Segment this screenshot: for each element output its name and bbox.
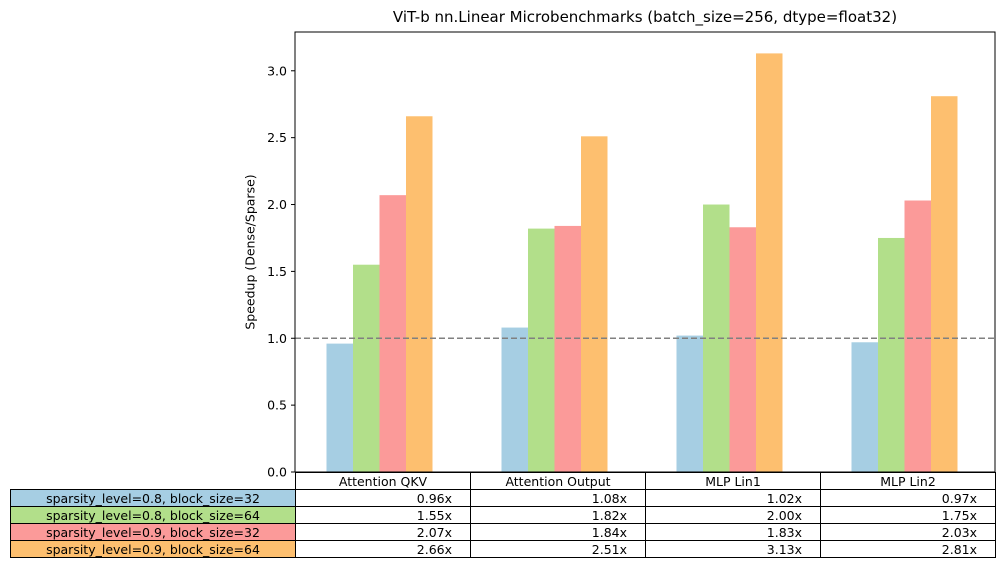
table-cell: 1.83x (645, 523, 821, 541)
bar (851, 342, 878, 472)
table-row: sparsity_level=0.8, block_size=64 1.55x 1.… (10, 506, 996, 524)
row-label: sparsity_level=0.8, block_size=32 (10, 489, 296, 507)
bar (554, 225, 581, 472)
table-cell: 2.66x (295, 540, 471, 558)
bar (729, 227, 756, 472)
table-cell: 2.00x (645, 506, 821, 524)
row-label: sparsity_level=0.9, block_size=64 (10, 540, 296, 558)
table-cell: 1.84x (470, 523, 646, 541)
bar (676, 335, 703, 472)
y-tick-label: 0.0 (267, 465, 287, 480)
data-table: Attention QKV Attention Output MLP Lin1 MLP… (10, 472, 996, 558)
table-cell: 2.51x (470, 540, 646, 558)
table-cell: 2.03x (820, 523, 996, 541)
row-label: sparsity_level=0.9, block_size=32 (10, 523, 296, 541)
bar (528, 228, 555, 472)
y-tick-label: 2.0 (267, 197, 287, 212)
table-row: sparsity_level=0.8, block_size=32 0.96x 1.… (10, 489, 996, 507)
column-header: MLP Lin2 (820, 472, 996, 490)
bar (353, 264, 380, 472)
table-cell: 0.97x (820, 489, 996, 507)
y-axis-label: Speedup (Dense/Sparse) (242, 174, 258, 330)
bar (581, 136, 608, 473)
chart-title: ViT-b nn.Linear Microbenchmarks (batch_s… (392, 8, 898, 26)
y-tick-label: 2.5 (267, 130, 287, 145)
table-row: sparsity_level=0.9, block_size=64 2.66x 2.… (10, 540, 996, 558)
table-cell: 0.96x (295, 489, 471, 507)
column-header: Attention QKV (295, 472, 471, 490)
column-header: MLP Lin1 (645, 472, 821, 490)
table-header-row: Attention QKV Attention Output MLP Lin1 MLP… (11, 472, 996, 490)
y-tick-label: 3.0 (267, 63, 287, 78)
table-cell: 3.13x (645, 540, 821, 558)
bar (878, 237, 905, 472)
table-cell: 1.75x (820, 506, 996, 524)
y-tick-label: 1.5 (267, 264, 287, 279)
table-cell: 1.02x (645, 489, 821, 507)
bar (756, 53, 783, 472)
table-corner (11, 473, 296, 490)
table-cell: 2.07x (295, 523, 471, 541)
table-cell: 2.81x (820, 540, 996, 558)
bar (326, 343, 353, 472)
bar (501, 327, 528, 472)
bar (904, 200, 931, 473)
y-tick-label: 0.5 (267, 398, 287, 413)
column-header: Attention Output (470, 472, 646, 490)
table-cell: 1.55x (295, 506, 471, 524)
bar (379, 195, 406, 473)
bar (703, 204, 730, 472)
table-row: sparsity_level=0.9, block_size=32 2.07x 1.… (10, 523, 996, 541)
bar (931, 96, 958, 473)
bar (406, 116, 433, 473)
y-tick-label: 1.0 (267, 331, 287, 346)
table-cell: 1.08x (470, 489, 646, 507)
table-cell: 1.82x (470, 506, 646, 524)
row-label: sparsity_level=0.8, block_size=64 (10, 506, 296, 524)
